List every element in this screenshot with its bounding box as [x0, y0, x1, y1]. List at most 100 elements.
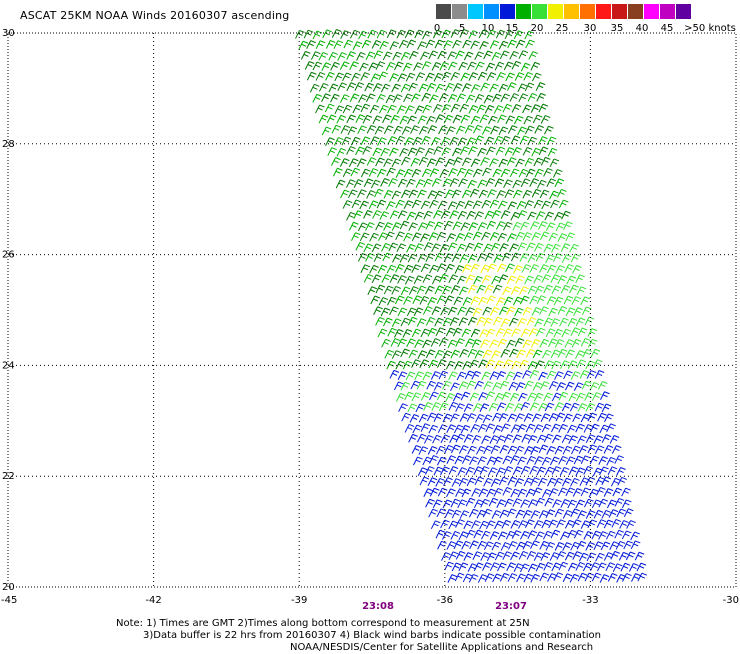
- wind-barb-icon: [403, 168, 414, 178]
- wind-barb-icon: [489, 232, 500, 241]
- colorbar-tick-label: 45: [660, 23, 674, 34]
- wind-barb-icon: [505, 72, 515, 82]
- wind-barb-icon: [477, 540, 487, 550]
- wind-barb-icon: [483, 50, 493, 60]
- wind-barb-icon: [464, 370, 475, 380]
- wind-barb-icon: [471, 488, 481, 497]
- wind-barb-icon: [474, 93, 485, 103]
- wind-barb-icon: [573, 529, 584, 539]
- wind-barb-icon: [321, 62, 332, 71]
- wind-barb-icon: [510, 488, 520, 498]
- pass-time-label: 23:08: [362, 601, 394, 612]
- wind-barb-icon: [523, 573, 534, 583]
- wind-barb-icon: [577, 403, 588, 412]
- wind-barb-icon: [442, 317, 453, 327]
- wind-barb-icon: [448, 371, 458, 380]
- wind-barb-icon: [527, 92, 538, 102]
- wind-barb-icon: [530, 446, 540, 455]
- wind-barb-icon: [557, 487, 568, 497]
- wind-barb-icon: [513, 115, 524, 125]
- wind-barb-icon: [506, 508, 517, 518]
- wind-barb-icon: [312, 61, 323, 71]
- wind-barb-icon: [541, 519, 551, 529]
- wind-barb-icon: [529, 221, 540, 230]
- wind-barb-icon: [458, 477, 469, 487]
- wind-barb-icon: [408, 222, 418, 232]
- wind-barb-icon: [452, 147, 462, 157]
- wind-barb-icon: [483, 381, 493, 390]
- wind-barb-icon: [541, 274, 552, 283]
- wind-barb-icon: [444, 445, 454, 454]
- wind-barb-icon: [529, 369, 540, 379]
- wind-barb-icon: [492, 93, 502, 103]
- wind-barb-icon: [419, 476, 430, 486]
- wind-barb-icon: [395, 135, 406, 145]
- wind-barb-icon: [524, 30, 534, 40]
- wind-barb-icon: [433, 413, 444, 422]
- wind-barb-icon: [410, 93, 421, 103]
- wind-barb-icon: [551, 392, 562, 402]
- wind-barb-icon: [387, 327, 397, 337]
- wind-barb-icon: [438, 125, 448, 135]
- wind-barb-icon: [468, 105, 479, 114]
- wind-barb-icon: [506, 306, 516, 316]
- wind-barb-icon: [573, 455, 584, 465]
- wind-barb-icon: [427, 446, 438, 455]
- wind-barb-icon: [580, 413, 591, 423]
- wind-barb-icon: [565, 307, 576, 317]
- colorbar-swatch: [580, 4, 595, 19]
- wind-barb-icon: [620, 562, 631, 572]
- wind-barb-icon: [356, 51, 366, 61]
- wind-barb-icon: [331, 124, 342, 134]
- colorbar-tick-label: 10: [481, 23, 495, 34]
- wind-barb-icon: [474, 51, 484, 61]
- wind-barb-icon: [468, 573, 479, 583]
- wind-barb-icon: [565, 349, 575, 359]
- wind-barb-icon: [541, 488, 552, 498]
- wind-barb-icon: [459, 413, 470, 422]
- wind-barb-icon: [539, 231, 550, 241]
- wind-barb-icon: [623, 540, 633, 550]
- wind-barb-icon: [530, 573, 540, 583]
- wind-barb-icon: [536, 466, 547, 476]
- wind-barb-icon: [543, 392, 553, 402]
- wind-barb-icon: [309, 83, 320, 93]
- wind-barb-icon: [540, 552, 551, 561]
- wind-barb-icon: [440, 519, 450, 529]
- wind-barb-icon: [456, 243, 467, 253]
- wind-barb-icon: [470, 296, 481, 305]
- wind-barb-icon: [605, 530, 616, 540]
- wind-barb-icon: [513, 371, 523, 381]
- wind-barb-icon: [348, 189, 358, 199]
- wind-barb-icon: [526, 316, 537, 326]
- wind-barb-icon: [487, 467, 498, 476]
- wind-barbs-layer: [295, 29, 648, 583]
- wind-barb-icon: [478, 359, 488, 369]
- wind-barb-icon: [473, 124, 483, 134]
- wind-barb-icon: [447, 339, 458, 349]
- wind-barb-icon: [515, 158, 525, 168]
- wind-barb-icon: [553, 572, 564, 581]
- wind-barb-icon: [394, 295, 405, 305]
- wind-barb-icon: [486, 295, 496, 305]
- wind-barb-icon: [442, 178, 453, 188]
- wind-barb-icon: [304, 61, 315, 70]
- wind-barb-icon: [477, 456, 487, 465]
- wind-barb-icon: [399, 254, 410, 263]
- wind-barb-icon: [318, 82, 329, 92]
- wind-barb-icon: [442, 413, 453, 423]
- wind-barb-icon: [515, 275, 525, 285]
- wind-barb-icon: [396, 243, 407, 253]
- wind-barb-icon: [534, 285, 545, 295]
- wind-barb-icon: [628, 563, 639, 572]
- wind-barb-icon: [463, 232, 474, 241]
- wind-barb-icon: [444, 509, 455, 518]
- wind-barb-icon: [506, 233, 517, 242]
- wind-barb-icon: [417, 41, 427, 50]
- wind-barb-icon: [455, 125, 466, 135]
- wind-barb-icon: [544, 360, 554, 369]
- wind-barb-icon: [454, 361, 464, 370]
- wind-barb-icon: [399, 147, 409, 157]
- wind-barb-icon: [564, 264, 574, 273]
- wind-barb-icon: [380, 83, 391, 93]
